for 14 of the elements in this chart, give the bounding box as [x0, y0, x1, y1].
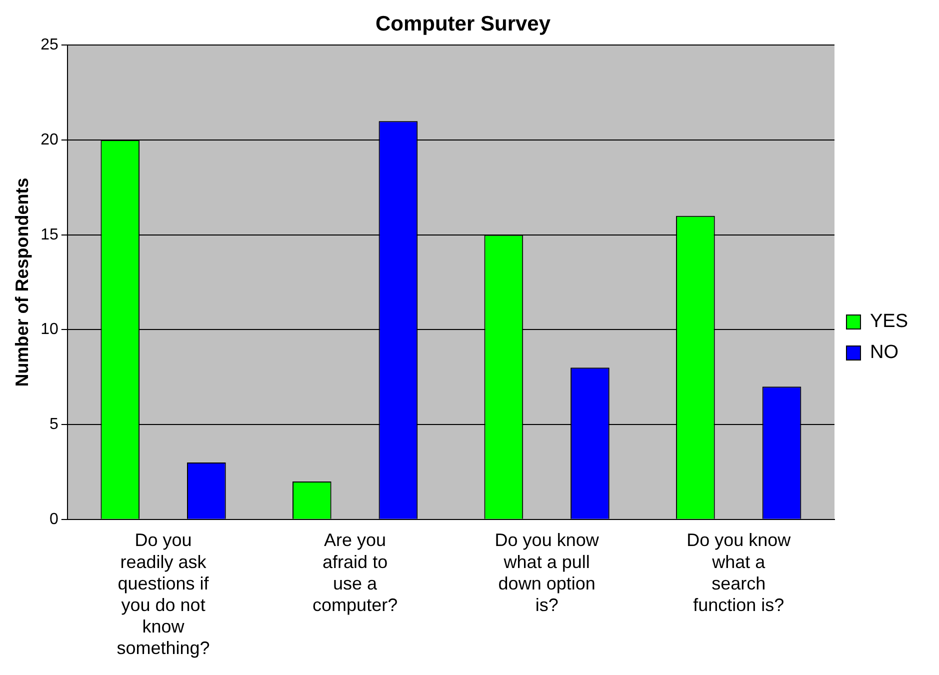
legend-label: NO — [870, 342, 898, 364]
y-tick-label: 25 — [40, 36, 58, 54]
y-tick-label: 15 — [40, 226, 58, 244]
y-axis-title: Number of Respondents — [12, 178, 32, 387]
y-tick-label: 0 — [49, 510, 58, 528]
y-tick-label: 10 — [40, 321, 58, 338]
chart-title: Computer Survey — [375, 12, 551, 36]
x-tick-label: Do you know what a pull down option is? — [494, 530, 600, 615]
y-tick-label: 20 — [40, 131, 58, 148]
x-tick-label: Do you know what a search function is? — [686, 530, 792, 615]
x-tick-label: Do you readily ask questions if you do not know something? — [116, 530, 210, 658]
legend-label: YES — [870, 311, 908, 332]
x-tick-label: Are you afraid to use a computer? — [312, 530, 398, 615]
y-tick-label: 5 — [49, 416, 58, 433]
